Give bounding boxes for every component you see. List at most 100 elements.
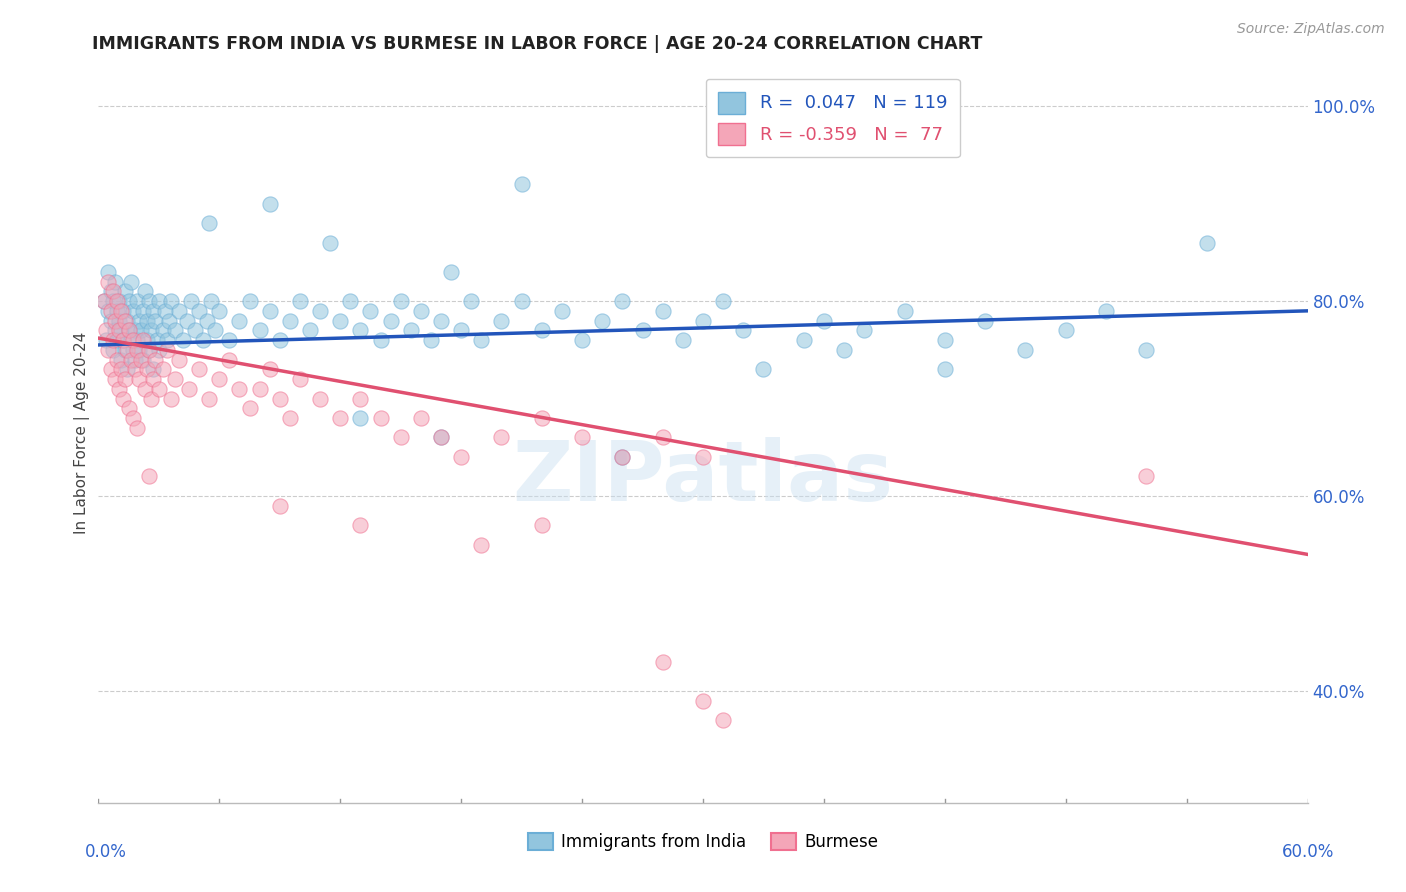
Point bbox=[97, 265, 120, 279]
Point bbox=[118, 401, 141, 416]
Point bbox=[288, 294, 311, 309]
Point bbox=[278, 313, 301, 327]
Point bbox=[510, 178, 533, 192]
Point bbox=[115, 362, 138, 376]
Point bbox=[510, 294, 533, 309]
Point bbox=[612, 450, 634, 464]
Point bbox=[491, 430, 513, 444]
Point bbox=[156, 343, 179, 357]
Point bbox=[110, 352, 132, 367]
Point bbox=[110, 303, 132, 318]
Point bbox=[96, 333, 118, 347]
Point bbox=[692, 693, 714, 707]
Point bbox=[259, 303, 281, 318]
Point bbox=[269, 333, 291, 347]
Point bbox=[110, 323, 132, 337]
Point bbox=[239, 401, 262, 416]
Point bbox=[139, 323, 162, 337]
Point bbox=[107, 313, 129, 327]
Point bbox=[163, 372, 186, 386]
Point bbox=[97, 275, 120, 289]
Point bbox=[793, 333, 815, 347]
Point bbox=[269, 499, 291, 513]
Point bbox=[93, 294, 115, 309]
Point bbox=[218, 352, 240, 367]
Text: 60.0%: 60.0% bbox=[1281, 843, 1334, 861]
Point bbox=[101, 333, 124, 347]
Point bbox=[450, 450, 472, 464]
Point bbox=[339, 294, 361, 309]
Point bbox=[530, 323, 553, 337]
Point bbox=[440, 265, 463, 279]
Point bbox=[103, 323, 125, 337]
Point bbox=[121, 333, 143, 347]
Point bbox=[107, 294, 129, 309]
Point bbox=[124, 362, 146, 376]
Point bbox=[120, 352, 142, 367]
Point bbox=[208, 372, 231, 386]
Point bbox=[269, 392, 291, 406]
Point bbox=[1014, 343, 1036, 357]
Point bbox=[135, 333, 157, 347]
Point bbox=[259, 196, 281, 211]
Point bbox=[97, 343, 120, 357]
Point bbox=[111, 333, 134, 347]
Point bbox=[228, 382, 250, 396]
Point bbox=[101, 343, 124, 357]
Point bbox=[142, 372, 165, 386]
Point bbox=[125, 421, 148, 435]
Point bbox=[167, 352, 190, 367]
Point bbox=[132, 333, 155, 347]
Point bbox=[530, 518, 553, 533]
Point bbox=[103, 313, 125, 327]
Point bbox=[129, 323, 152, 337]
Point bbox=[143, 352, 166, 367]
Point bbox=[114, 285, 136, 299]
Point bbox=[195, 313, 218, 327]
Point bbox=[259, 362, 281, 376]
Point bbox=[631, 323, 654, 337]
Point bbox=[239, 294, 262, 309]
Point bbox=[138, 294, 160, 309]
Point bbox=[380, 313, 402, 327]
Point bbox=[571, 333, 593, 347]
Point bbox=[97, 303, 120, 318]
Point bbox=[692, 450, 714, 464]
Point bbox=[249, 323, 271, 337]
Point bbox=[110, 362, 132, 376]
Point bbox=[360, 303, 382, 318]
Point bbox=[188, 362, 211, 376]
Point bbox=[612, 450, 634, 464]
Point bbox=[156, 333, 179, 347]
Point bbox=[491, 313, 513, 327]
Point bbox=[114, 372, 136, 386]
Point bbox=[128, 372, 150, 386]
Point bbox=[93, 294, 115, 309]
Y-axis label: In Labor Force | Age 20-24: In Labor Force | Age 20-24 bbox=[75, 332, 90, 533]
Text: 0.0%: 0.0% bbox=[84, 843, 127, 861]
Point bbox=[470, 333, 492, 347]
Point bbox=[752, 362, 775, 376]
Point bbox=[1135, 469, 1157, 483]
Point bbox=[571, 430, 593, 444]
Point bbox=[138, 343, 160, 357]
Point bbox=[118, 294, 141, 309]
Point bbox=[120, 275, 142, 289]
Point bbox=[120, 333, 142, 347]
Point bbox=[128, 343, 150, 357]
Point bbox=[100, 362, 122, 376]
Point bbox=[893, 303, 915, 318]
Point bbox=[111, 392, 134, 406]
Legend: Immigrants from India, Burmese: Immigrants from India, Burmese bbox=[522, 826, 884, 857]
Point bbox=[349, 392, 371, 406]
Point bbox=[934, 362, 956, 376]
Point bbox=[107, 323, 129, 337]
Point bbox=[299, 323, 322, 337]
Point bbox=[329, 411, 352, 425]
Point bbox=[813, 313, 835, 327]
Point bbox=[409, 411, 432, 425]
Point bbox=[832, 343, 855, 357]
Point bbox=[349, 518, 371, 533]
Point bbox=[105, 333, 128, 347]
Point bbox=[370, 411, 392, 425]
